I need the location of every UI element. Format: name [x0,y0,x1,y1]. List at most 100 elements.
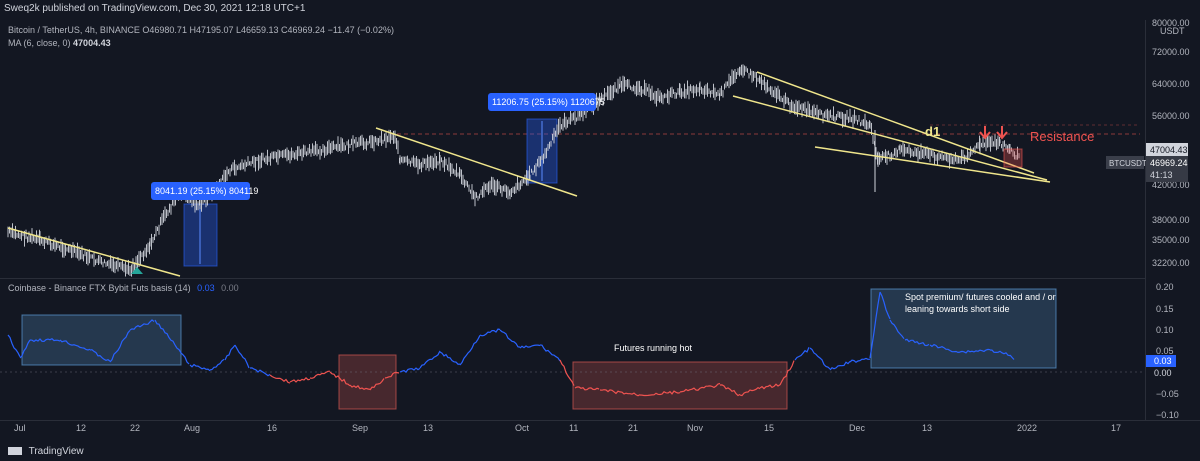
arrow-down-icon [979,126,991,140]
trendline-1[interactable] [7,227,181,277]
time-label: 2022 [1017,423,1037,433]
indicator-label: Coinbase - Binance FTX Bybit Futs basis … [8,283,191,293]
resistance-label[interactable]: Resistance [1030,129,1094,144]
indicator-legend[interactable]: Coinbase - Binance FTX Bybit Futs basis … [8,283,239,293]
time-axis[interactable]: Jul 12 22 Aug 16 Sep 13 Oct 11 21 Nov 15… [14,423,1121,433]
basis-segment [224,344,236,361]
basis-segment [904,338,930,347]
ma-legend[interactable]: MA (6, close, 0) 47004.43 [8,38,111,48]
price-tick: 35000.00 [1152,235,1190,245]
basis-segment [384,371,400,379]
trendline-5[interactable] [814,146,1051,183]
highlight-box-blue-2[interactable] [870,288,1057,369]
tradingview-logo-icon [8,447,22,456]
basis-segment [369,378,385,391]
measure-label-2-text: 11206.75 (25.15%) 1120675 [492,97,605,107]
chart-canvas[interactable]: 8041.19 (25.15%) 804119 11206.75 (25.15%… [0,0,1200,443]
basis-segment [1009,354,1015,360]
price-series[interactable] [7,64,1020,277]
red-down-arrows [979,126,1008,140]
basis-segment [439,351,461,365]
basis-segment [89,349,111,362]
basis-segment [779,360,795,386]
basis-segment [794,347,810,361]
trendlines[interactable] [7,71,1051,277]
trendline-4[interactable] [732,95,1048,181]
basis-segment [249,367,271,377]
price-tick: 42000.00 [1152,180,1190,190]
basis-segment [19,339,31,359]
time-label: Dec [849,423,866,433]
basis-segment [349,384,371,390]
price-axis-currency: USDT [1160,26,1185,36]
basis-segment [519,344,541,349]
symbol-badge-text: BTCUSDT [1109,159,1147,168]
footer-bar: TradingView [0,443,1200,461]
ma-price-badge[interactable]: 47004.43 [1146,143,1188,156]
indicator-tick: 0.20 [1156,282,1174,292]
basis-segment [479,328,501,337]
time-label: 13 [423,423,433,433]
price-axis[interactable]: 80000.00 USDT 72000.00 64000.00 56000.00… [1152,18,1190,268]
basis-segment [234,344,250,369]
basis-segment [499,329,521,348]
time-label: 16 [267,423,277,433]
indicator-value: 0.03 [197,283,215,293]
ohlc-values: O46980.71 H47195.07 L46659.13 C46969.24 … [142,25,394,35]
measure-label-1[interactable]: 8041.19 (25.15%) 804119 [151,182,258,200]
highlight-box-red-1[interactable] [338,354,397,410]
indicator-tick: 0.10 [1156,325,1174,335]
ma-badge-text: 47004.43 [1150,145,1188,155]
basis-series[interactable] [7,291,1015,397]
basis-segment [879,291,891,320]
arrow-down-icon [996,126,1008,140]
basis-segment [539,344,561,362]
countdown-badge-text: 41:13 [1150,170,1173,180]
tradingview-logo[interactable]: TradingView [8,446,84,457]
indicator-tick: −0.10 [1156,410,1179,420]
trendline-2[interactable] [375,127,578,197]
time-label: Sep [352,423,368,433]
basis-segment [574,386,600,391]
indicator-tick: −0.05 [1156,389,1179,399]
basis-segment [989,349,1011,357]
indicator-zero-badge: 0.00 [1154,368,1172,378]
basis-segment [174,344,190,365]
indicator-axis[interactable]: 0.20 0.15 0.10 0.05 −0.05 −0.10 [1156,282,1179,420]
spot-premium-label-1[interactable]: Spot premium/ futures cooled and / or [905,292,1056,302]
price-axis-top-label: 80000.00 [1152,18,1190,28]
basis-segment [7,334,21,357]
basis-segment [959,348,991,354]
symbol-price-badge[interactable]: BTCUSDT 46969.24 41:13 [1106,156,1188,182]
indicator-value-badge[interactable]: 0.03 [1146,355,1176,367]
basis-segment [599,389,641,397]
basis-segment [759,383,781,390]
time-label: 15 [764,423,774,433]
time-label: 21 [628,423,638,433]
spot-premium-label-2[interactable]: leaning towards short side [905,304,1010,314]
indicator-tick: 0.05 [1156,346,1174,356]
highlight-box-red-2[interactable] [572,361,788,410]
basis-segment [739,386,761,397]
basis-segment [849,357,871,364]
symbol-legend[interactable]: Bitcoin / TetherUS, 4h, BINANCE O46980.7… [8,25,394,35]
basis-segment [329,371,351,387]
basis-segment [929,343,961,354]
time-label: 11 [569,423,578,433]
basis-segment [809,347,831,370]
futures-hot-label[interactable]: Futures running hot [614,343,693,353]
basis-segment [59,339,91,351]
basis-segment [869,292,881,359]
basis-segment [154,319,176,346]
basis-segment [459,335,481,366]
measure-label-2[interactable]: 11206.75 (25.15%) 1120675 [488,93,605,111]
ma-label: MA (6, close, 0) [8,38,71,48]
basis-segment [399,367,421,373]
time-label: 12 [76,423,86,433]
trendline-3[interactable] [756,71,1035,174]
d1-label[interactable]: d1 [925,124,940,139]
short-position-box[interactable] [1003,148,1023,168]
time-label: Jul [14,423,26,433]
tradingview-logo-text: TradingView [28,446,84,457]
